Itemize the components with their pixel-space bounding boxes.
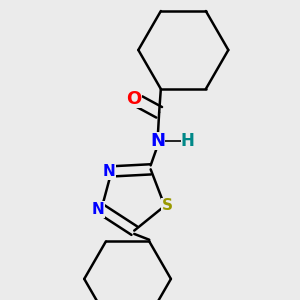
Text: S: S	[162, 198, 173, 213]
Text: N: N	[92, 202, 104, 217]
Text: O: O	[127, 90, 142, 108]
Text: N: N	[103, 164, 115, 179]
Text: N: N	[150, 132, 165, 150]
Text: H: H	[181, 132, 194, 150]
